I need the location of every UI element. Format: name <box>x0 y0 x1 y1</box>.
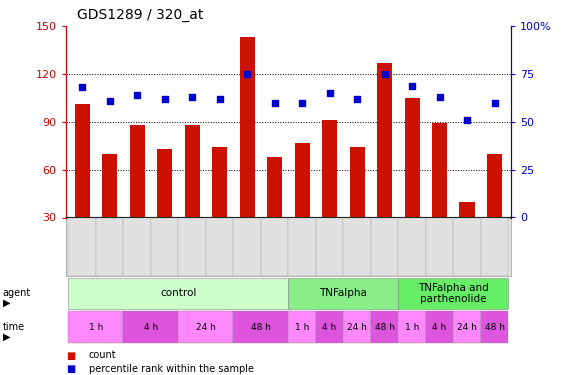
Point <box>297 100 307 106</box>
Text: ▶: ▶ <box>3 332 10 342</box>
Text: 4 h: 4 h <box>432 322 447 332</box>
Point <box>270 100 279 106</box>
Bar <box>267 157 282 218</box>
Point <box>132 92 142 98</box>
Bar <box>322 120 337 218</box>
Text: ▶: ▶ <box>3 298 10 308</box>
Bar <box>404 98 420 218</box>
Point <box>160 96 169 102</box>
Text: 1 h: 1 h <box>295 322 309 332</box>
Text: 4 h: 4 h <box>323 322 337 332</box>
Text: 24 h: 24 h <box>457 322 477 332</box>
Point <box>435 94 444 100</box>
Point <box>215 96 224 102</box>
Point <box>78 84 87 90</box>
Bar <box>487 154 502 218</box>
Bar <box>157 149 172 217</box>
Text: 48 h: 48 h <box>251 322 271 332</box>
Text: count: count <box>89 351 116 360</box>
Text: percentile rank within the sample: percentile rank within the sample <box>89 364 254 374</box>
Text: 48 h: 48 h <box>485 322 505 332</box>
Bar <box>212 147 227 218</box>
Point <box>187 94 196 100</box>
Text: ■: ■ <box>66 364 75 374</box>
Point <box>325 90 334 96</box>
Bar <box>349 147 365 218</box>
Bar <box>240 38 255 218</box>
Text: 1 h: 1 h <box>405 322 419 332</box>
Point <box>408 82 417 88</box>
Text: 24 h: 24 h <box>196 322 216 332</box>
Text: 4 h: 4 h <box>144 322 158 332</box>
Text: 24 h: 24 h <box>347 322 367 332</box>
Bar <box>75 104 90 218</box>
Point <box>463 117 472 123</box>
Point <box>380 71 389 77</box>
Text: control: control <box>160 288 196 298</box>
Text: 1 h: 1 h <box>89 322 103 332</box>
Bar <box>377 63 392 217</box>
Point <box>352 96 361 102</box>
Text: ■: ■ <box>66 351 75 360</box>
Text: TNFalpha: TNFalpha <box>319 288 367 298</box>
Bar <box>184 125 200 218</box>
Text: agent: agent <box>3 288 31 298</box>
Point <box>490 100 499 106</box>
Text: GDS1289 / 320_at: GDS1289 / 320_at <box>77 9 203 22</box>
Point <box>243 71 252 77</box>
Bar <box>432 123 447 218</box>
Bar <box>460 201 475 217</box>
Text: time: time <box>3 322 25 332</box>
Bar <box>102 154 117 218</box>
Point <box>105 98 114 104</box>
Text: TNFalpha and
parthenolide: TNFalpha and parthenolide <box>418 283 489 304</box>
Bar <box>130 125 144 218</box>
Bar <box>295 142 309 218</box>
Text: 48 h: 48 h <box>375 322 395 332</box>
